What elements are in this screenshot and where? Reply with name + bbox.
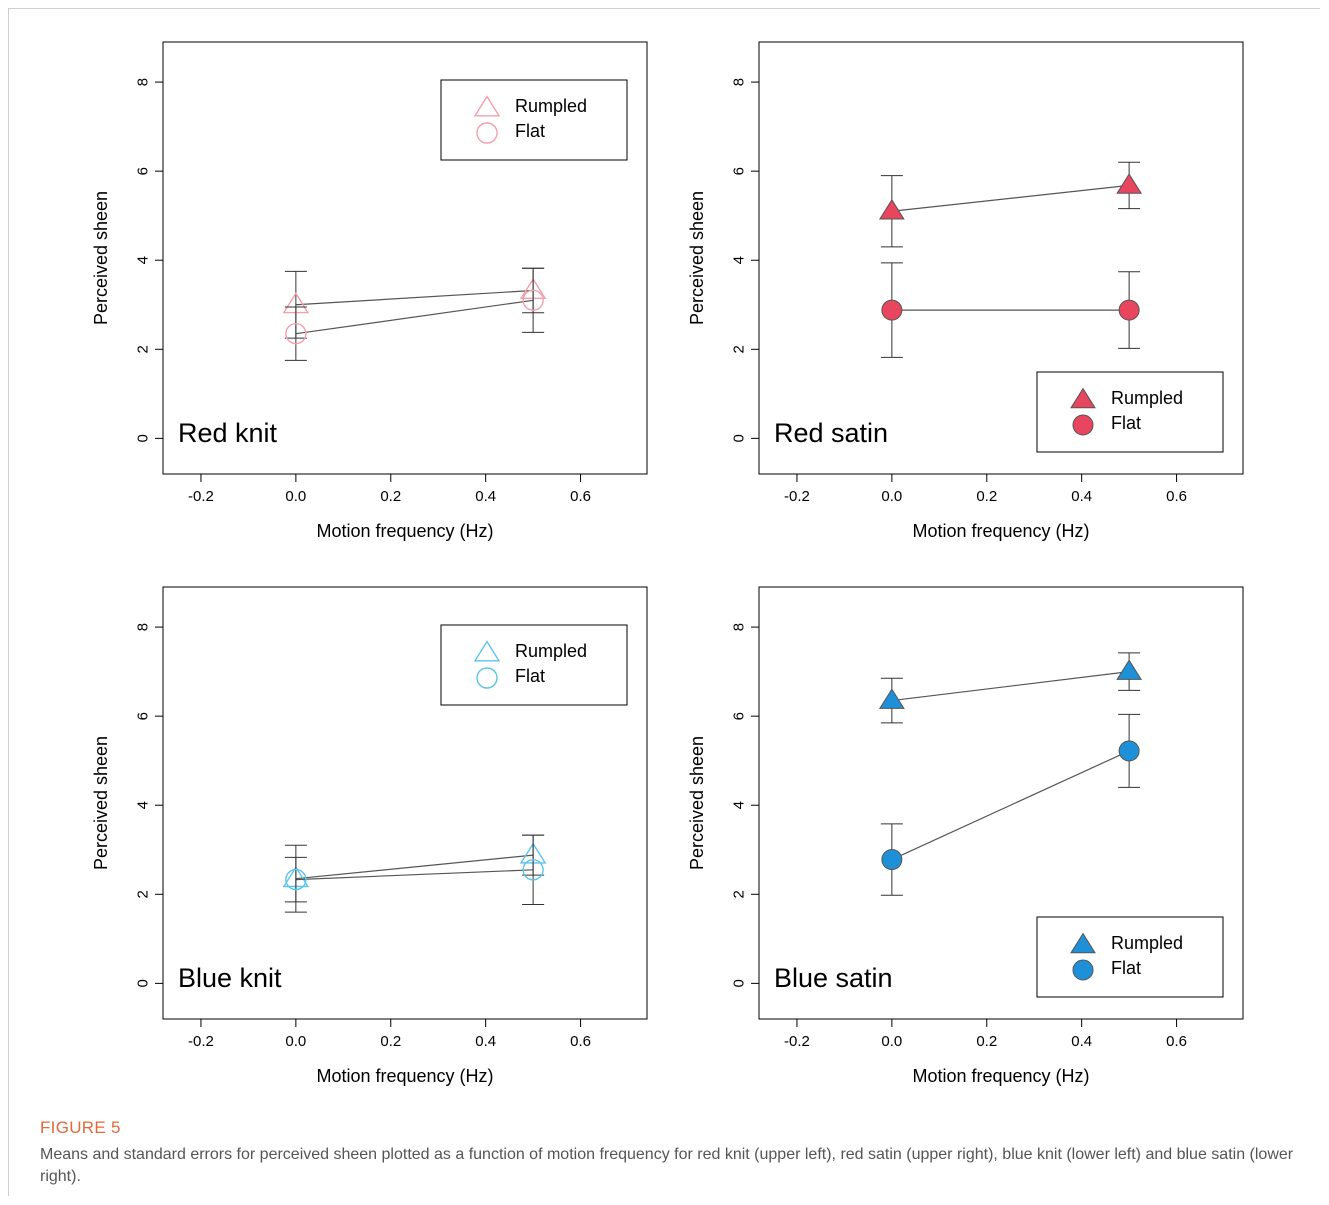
y-tick-label: 6 [135, 167, 152, 175]
x-tick-label: -0.2 [188, 1033, 214, 1050]
legend-label-flat: Flat [515, 666, 545, 686]
y-tick-label: 8 [731, 623, 748, 631]
point-rumpled [1117, 174, 1141, 193]
y-tick-label: 0 [731, 979, 748, 987]
figure-caption: FIGURE 5 Means and standard errors for p… [40, 1118, 1300, 1188]
y-tick-label: 0 [135, 979, 152, 987]
y-tick-label: 8 [135, 78, 152, 86]
series-line-rumpled [296, 291, 533, 305]
y-tick-label: 6 [731, 167, 748, 175]
panel-blue-knit: -0.2 0.0 0.2 0.4 0.6 0 2 4 6 8 Motion frequency (H… [91, 587, 647, 1086]
x-tick-label: 0.4 [1071, 488, 1092, 505]
legend-label-rumpled: Rumpled [515, 641, 587, 661]
series-line-rumpled [892, 672, 1129, 701]
point-flat [882, 850, 902, 870]
legend-label-flat: Flat [1111, 413, 1141, 433]
legend-marker-flat [1073, 415, 1093, 435]
x-tick-label: 0.0 [881, 488, 902, 505]
figure-label: FIGURE 5 [40, 1118, 1300, 1138]
point-rumpled [880, 200, 904, 219]
y-tick-label: 4 [731, 256, 748, 264]
y-tick-label: 4 [135, 801, 152, 809]
y-tick-label: 4 [731, 801, 748, 809]
x-tick-label: 0.4 [475, 488, 496, 505]
point-flat [1119, 741, 1139, 761]
point-rumpled [880, 689, 904, 708]
point-flat [882, 300, 902, 320]
x-tick-label: 0.0 [285, 488, 306, 505]
x-axis-label: Motion frequency (Hz) [912, 1066, 1089, 1086]
caption-text: Means and standard errors for perceived … [40, 1144, 1300, 1188]
x-tick-label: 0.6 [1166, 1033, 1187, 1050]
x-axis-label: Motion frequency (Hz) [316, 521, 493, 541]
x-tick-label: -0.2 [784, 1033, 810, 1050]
y-tick-label: 2 [135, 890, 152, 898]
legend-box [441, 625, 627, 705]
y-tick-label: 6 [135, 712, 152, 720]
series-line-flat [296, 300, 533, 333]
x-tick-label: -0.2 [188, 488, 214, 505]
legend-marker-flat [1073, 960, 1093, 980]
figure-panels: -0.2 0.0 0.2 0.4 0.6 0 2 4 6 8 Motion frequency (H… [0, 0, 1329, 1105]
x-axis-label: Motion frequency (Hz) [316, 1066, 493, 1086]
panel-blue-satin: -0.2 0.0 0.2 0.4 0.6 0 2 4 6 8 Motion frequency (H… [687, 587, 1243, 1086]
legend-box [1037, 372, 1223, 452]
panel-label-blue-satin: Blue satin [774, 963, 893, 993]
panel-red-knit: -0.2 0.0 0.2 0.4 0.6 0 2 4 6 8 Motion frequency (H… [91, 42, 647, 541]
x-tick-label: 0.4 [1071, 1033, 1092, 1050]
y-tick-label: 8 [135, 623, 152, 631]
x-tick-label: 0.4 [475, 1033, 496, 1050]
y-tick-label: 2 [731, 890, 748, 898]
y-tick-label: 0 [731, 434, 748, 442]
y-tick-label: 0 [135, 434, 152, 442]
x-tick-label: -0.2 [784, 488, 810, 505]
series-line-flat [892, 751, 1129, 860]
x-tick-label: 0.2 [380, 1033, 401, 1050]
legend-label-rumpled: Rumpled [1111, 933, 1183, 953]
panel-label-red-knit: Red knit [178, 418, 278, 448]
legend-label-rumpled: Rumpled [1111, 388, 1183, 408]
x-tick-label: 0.2 [380, 488, 401, 505]
legend-label-flat: Flat [1111, 958, 1141, 978]
x-tick-label: 0.0 [881, 1033, 902, 1050]
point-flat [1119, 300, 1139, 320]
legend-label-rumpled: Rumpled [515, 96, 587, 116]
x-axis-label: Motion frequency (Hz) [912, 521, 1089, 541]
y-axis-label: Perceived sheen [91, 736, 111, 870]
x-tick-label: 0.2 [976, 1033, 997, 1050]
y-axis-label: Perceived sheen [687, 736, 707, 870]
x-tick-label: 0.6 [570, 1033, 591, 1050]
y-tick-label: 8 [731, 78, 748, 86]
x-tick-label: 0.6 [1166, 488, 1187, 505]
point-rumpled [1117, 660, 1141, 679]
panel-red-satin: -0.2 0.0 0.2 0.4 0.6 0 2 4 6 8 Motion frequency (H… [687, 42, 1243, 541]
x-tick-label: 0.2 [976, 488, 997, 505]
y-tick-label: 2 [135, 345, 152, 353]
y-tick-label: 4 [135, 256, 152, 264]
legend-label-flat: Flat [515, 121, 545, 141]
y-axis-label: Perceived sheen [687, 191, 707, 325]
y-tick-label: 6 [731, 712, 748, 720]
y-tick-label: 2 [731, 345, 748, 353]
panel-label-red-satin: Red satin [774, 418, 888, 448]
y-axis-label: Perceived sheen [91, 191, 111, 325]
panel-label-blue-knit: Blue knit [178, 963, 282, 993]
x-tick-label: 0.6 [570, 488, 591, 505]
legend-box [441, 80, 627, 160]
x-tick-label: 0.0 [285, 1033, 306, 1050]
legend-box [1037, 917, 1223, 997]
series-line-rumpled [892, 185, 1129, 211]
